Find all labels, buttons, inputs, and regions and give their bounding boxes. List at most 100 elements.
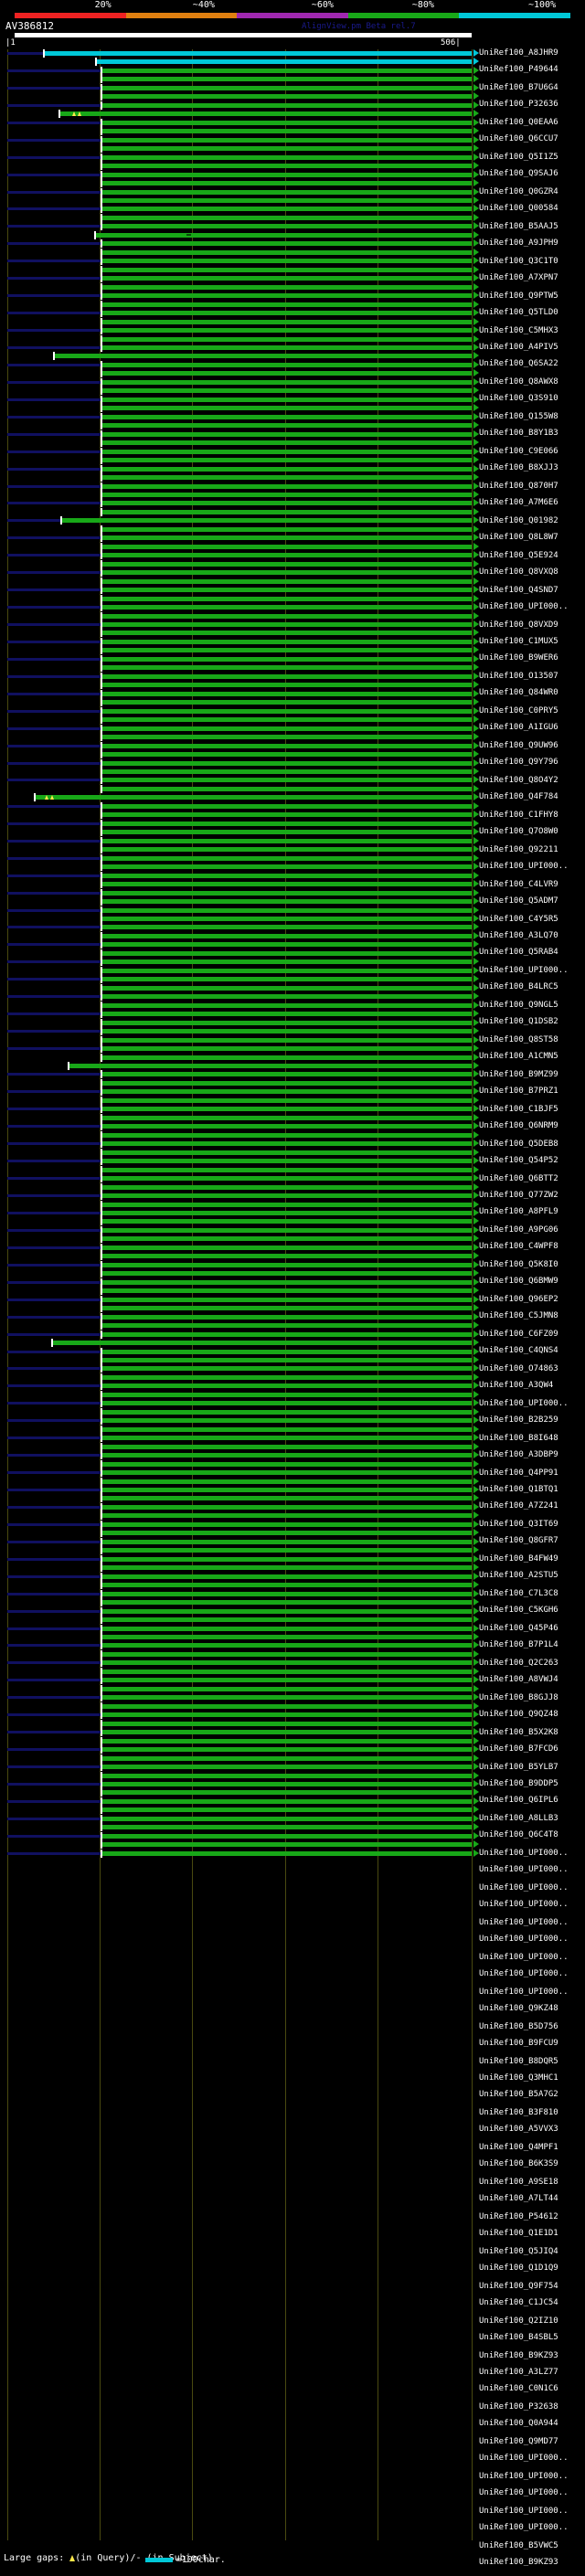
hsp-bar[interactable] <box>101 1548 472 1553</box>
hit-row[interactable]: UniRef100_B3L4Z8 <box>0 1702 585 1711</box>
hsp-bar[interactable] <box>101 406 472 410</box>
hsp-bar[interactable] <box>101 882 472 886</box>
hit-row[interactable]: UniRef100_B5D756 <box>0 1036 585 2031</box>
hit-row[interactable]: UniRef100_UPI000.. <box>0 949 585 1858</box>
hit-label[interactable]: UniRef100_Q77ZW2 <box>479 1191 558 1200</box>
hit-row[interactable]: UniRef100_Q9SAJ6 <box>0 110 585 178</box>
hsp-bar[interactable] <box>101 1298 472 1302</box>
hit-row[interactable]: UniRef100_C1BJF5 <box>0 578 585 1114</box>
hit-row[interactable]: UniRef100_Q9LJQ0 <box>0 1711 585 1719</box>
hsp-bar[interactable] <box>101 744 472 748</box>
hit-row[interactable]: UniRef100_B0EPM2 <box>0 1754 585 1763</box>
hit-row[interactable]: UniRef100_B7G3M2 <box>0 1538 585 1546</box>
hsp-bar[interactable] <box>101 1306 472 1310</box>
hit-label[interactable]: UniRef100_C1MUX5 <box>479 637 558 646</box>
hsp-bar[interactable] <box>101 1678 472 1682</box>
hit-label[interactable]: UniRef100_Q9NGL5 <box>479 1001 558 1010</box>
hit-label[interactable]: UniRef100_B4FW49 <box>479 1554 558 1564</box>
hsp-bar[interactable] <box>101 475 472 480</box>
hsp-bar[interactable] <box>101 1271 472 1276</box>
hit-label[interactable]: UniRef100_Q870H7 <box>479 482 558 491</box>
hsp-bar[interactable] <box>101 1133 472 1138</box>
hit-row[interactable]: UniRef100_Q84WR0 <box>0 369 585 697</box>
hit-label[interactable]: UniRef100_Q1E1D1 <box>479 2229 558 2238</box>
hit-label[interactable]: UniRef100_Q8L8W7 <box>479 533 558 542</box>
hsp-bar[interactable] <box>101 1445 472 1449</box>
hit-label[interactable]: UniRef100_Q6SA22 <box>479 359 558 368</box>
hsp-bar[interactable] <box>101 934 472 938</box>
hit-row[interactable]: UniRef100_A8JHR9 <box>0 49 585 58</box>
hit-label[interactable]: UniRef100_A7Z241 <box>479 1501 558 1511</box>
hsp-bar[interactable] <box>101 1505 472 1510</box>
hit-row[interactable]: UniRef100_B1MBX8 <box>0 1650 585 1659</box>
hit-row[interactable]: UniRef100_Q6BTT2 <box>0 612 585 1183</box>
hsp-bar[interactable] <box>101 345 472 350</box>
hit-row[interactable]: UniRef100_A3LZ77 <box>0 1209 585 2377</box>
hit-row[interactable]: UniRef100_Q6SA22 <box>0 205 585 368</box>
hit-label[interactable]: UniRef100_UPI000.. <box>479 2523 569 2532</box>
hsp-bar[interactable] <box>101 570 472 575</box>
hsp-bar[interactable] <box>101 1418 472 1423</box>
hsp-bar[interactable] <box>101 1557 472 1562</box>
hit-row[interactable]: UniRef100_Q5KGE2 <box>0 1460 585 1468</box>
hit-row[interactable]: UniRef100_C0PRY5 <box>0 378 585 716</box>
hsp-bar[interactable] <box>101 320 472 324</box>
hit-label[interactable]: UniRef100_Q8AWX8 <box>479 377 558 387</box>
hit-row[interactable]: UniRef100_C3ZRT6 <box>0 1426 585 1434</box>
hit-label[interactable]: UniRef100_B8Y1B3 <box>479 429 558 438</box>
hit-row[interactable]: UniRef100_Q5RAB4 <box>0 499 585 957</box>
hsp-bar[interactable] <box>101 752 472 757</box>
hit-label[interactable]: UniRef100_Q9PTW5 <box>479 292 558 301</box>
hsp-bar[interactable] <box>101 1358 472 1362</box>
hsp-bar[interactable] <box>101 259 472 263</box>
hit-label[interactable]: UniRef100_A1IGU6 <box>479 723 558 732</box>
hit-row[interactable]: UniRef100_A2A2L9 <box>0 1373 585 1382</box>
hsp-bar[interactable] <box>101 1046 472 1051</box>
hit-row[interactable]: UniRef100_Q96EP2 <box>0 673 585 1304</box>
hit-row[interactable]: UniRef100_Q4I1M5 <box>0 1659 585 1667</box>
hsp-bar[interactable] <box>101 1583 472 1587</box>
hit-row[interactable]: UniRef100_Q1E1D1 <box>0 1140 585 2238</box>
hit-label[interactable]: UniRef100_C1BJF5 <box>479 1105 558 1114</box>
hit-label[interactable]: UniRef100_C4QNS4 <box>479 1346 558 1355</box>
hit-label[interactable]: UniRef100_Q5RAB4 <box>479 948 558 957</box>
hsp-bar[interactable] <box>101 1687 472 1691</box>
hit-label[interactable]: UniRef100_B8DQR5 <box>479 2057 558 2066</box>
hit-row[interactable]: UniRef100_Q3IT69 <box>0 785 585 1529</box>
hit-row[interactable]: UniRef100_Q6NXW6 <box>0 1494 585 1502</box>
hsp-bar[interactable] <box>101 1211 472 1215</box>
hit-row[interactable]: UniRef100_Q8VXD9 <box>0 335 585 630</box>
hit-label[interactable]: UniRef100_Q8O4Y2 <box>479 776 558 785</box>
hit-row[interactable]: UniRef100_Q9KZ48 <box>0 1027 585 2013</box>
hit-row[interactable]: UniRef100_Q8D5N6 <box>0 1339 585 1347</box>
hsp-bar[interactable] <box>101 1366 472 1371</box>
hit-label[interactable]: UniRef100_UPI000.. <box>479 1865 569 1874</box>
hit-label[interactable]: UniRef100_UPI000.. <box>479 1935 569 1944</box>
hsp-bar[interactable] <box>101 1807 472 1812</box>
hit-row[interactable]: UniRef100_Q01982 <box>0 283 585 525</box>
hit-row[interactable]: UniRef100_A3LQ70 <box>0 491 585 940</box>
hsp-bar[interactable] <box>101 1332 472 1337</box>
hit-label[interactable]: UniRef100_Q5DEB8 <box>479 1140 558 1149</box>
hsp-bar[interactable] <box>101 597 472 601</box>
hit-row[interactable]: UniRef100_A4PIV5 <box>0 196 585 352</box>
hit-label[interactable]: UniRef100_B9FCU9 <box>479 2039 558 2048</box>
hit-label[interactable]: UniRef100_A8VWJ4 <box>479 1675 558 1684</box>
hit-row[interactable]: UniRef100_B5AAJ5 <box>0 136 585 231</box>
hit-row[interactable]: UniRef100_C5KGH6 <box>0 828 585 1615</box>
hit-row[interactable]: UniRef100_P54612 <box>0 1131 585 2221</box>
hit-label[interactable]: UniRef100_Q1BTQ1 <box>479 1485 558 1494</box>
hsp-bar[interactable] <box>101 1116 472 1120</box>
hit-row[interactable]: UniRef100_Q9H7I0 <box>0 1321 585 1330</box>
hit-row[interactable]: UniRef100_UPI000.. <box>0 326 585 611</box>
hsp-bar[interactable] <box>101 657 472 662</box>
hit-label[interactable]: UniRef100_B6K3S9 <box>479 2159 558 2168</box>
hit-label[interactable]: UniRef100_UPI000.. <box>479 1900 569 1909</box>
hit-row[interactable]: UniRef100_Q8L8W7 <box>0 292 585 542</box>
hsp-bar[interactable] <box>101 700 472 705</box>
hit-label[interactable]: UniRef100_A8LLB3 <box>479 1814 558 1823</box>
hsp-bar[interactable] <box>101 1825 472 1829</box>
hsp-bar[interactable] <box>101 501 472 505</box>
hit-row[interactable]: UniRef100_B6K9Q7 <box>0 1503 585 1511</box>
hsp-bar[interactable] <box>101 1790 472 1795</box>
